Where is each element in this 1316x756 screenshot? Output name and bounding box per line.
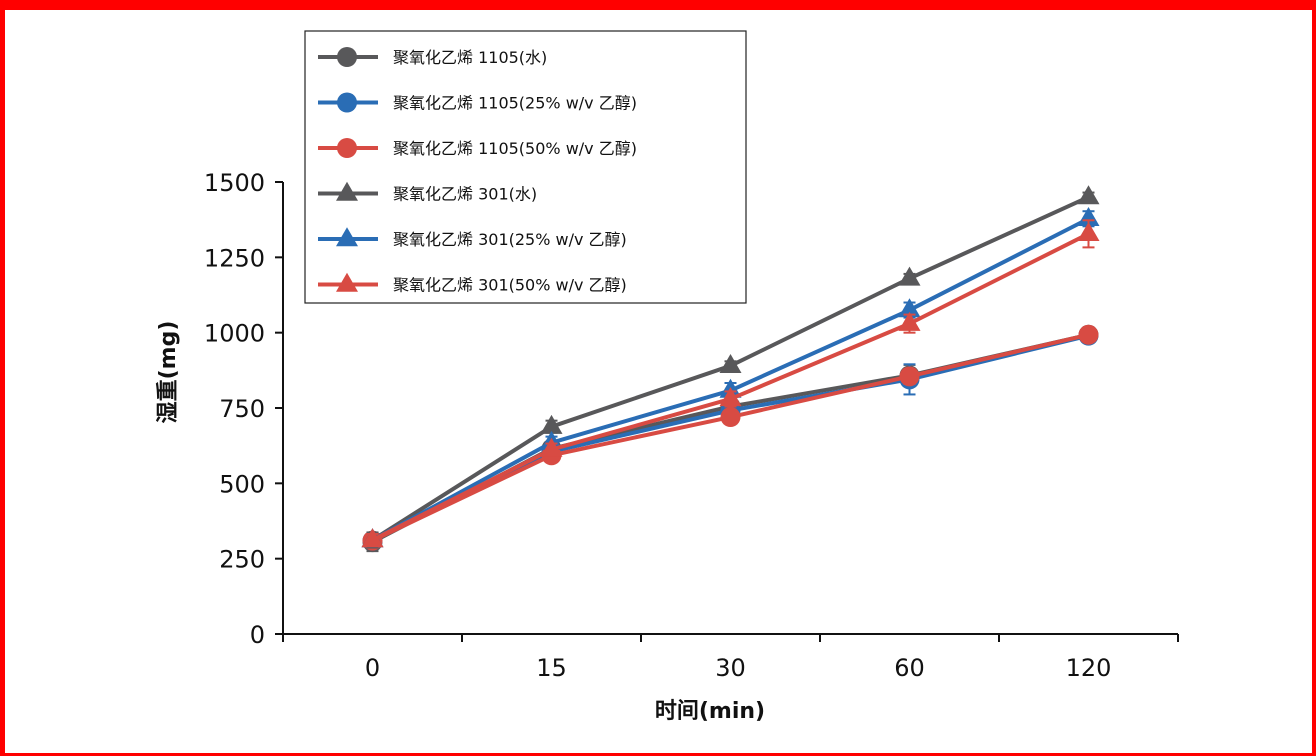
legend-marker (337, 47, 357, 67)
legend-marker (336, 272, 358, 292)
y-axis-title: 湿重(mg) (156, 321, 181, 424)
data-point (899, 366, 920, 387)
legend-item: 聚氧化乙烯 301(25% w/v 乙醇) (318, 227, 627, 249)
x-tick-label: 15 (536, 654, 567, 682)
data-point (540, 437, 563, 457)
y-tick-label: 1500 (204, 169, 265, 197)
legend-marker (336, 181, 358, 201)
data-point (898, 311, 921, 331)
legend-label: 聚氧化乙烯 1105(水) (393, 48, 547, 67)
x-tick-label: 0 (365, 654, 380, 682)
data-point (1077, 222, 1100, 242)
data-point (898, 298, 921, 318)
legend-label: 聚氧化乙烯 1105(50% w/v 乙醇) (393, 139, 637, 158)
x-axis-title: 时间(min) (655, 699, 765, 724)
x-tick-label: 60 (894, 654, 925, 682)
data-point (719, 387, 742, 407)
data-point (898, 266, 921, 286)
legend-marker (336, 227, 358, 247)
legend-marker (337, 138, 357, 158)
data-point (1077, 185, 1100, 205)
legend-box (304, 30, 747, 304)
series-layer (361, 185, 1100, 553)
legend-item: 聚氧化乙烯 1105(50% w/v 乙醇) (318, 138, 637, 158)
y-tick-label: 1250 (204, 244, 265, 272)
y-tick-label: 0 (250, 621, 265, 649)
legend-item: 聚氧化乙烯 301(50% w/v 乙醇) (318, 272, 627, 295)
x-tick-label: 120 (1066, 654, 1112, 682)
x-tick-label: 30 (715, 654, 746, 682)
legend-item: 聚氧化乙烯 1105(25% w/v 乙醇) (318, 92, 637, 113)
y-tick-label: 250 (219, 546, 265, 574)
data-point (540, 414, 563, 434)
legend-item: 聚氧化乙烯 301(水) (318, 181, 537, 204)
legend-item: 聚氧化乙烯 1105(水) (318, 47, 547, 67)
data-point (361, 528, 384, 548)
legend-label: 聚氧化乙烯 301(50% w/v 乙醇) (393, 276, 627, 295)
y-tick-label: 1000 (204, 320, 265, 348)
legend-label: 聚氧化乙烯 301(水) (393, 185, 537, 204)
legend-label: 聚氧化乙烯 1105(25% w/v 乙醇) (393, 94, 637, 113)
data-point (719, 354, 742, 374)
axes: 0 250 500 750 1000 1250 1500 0 15 30 60 120 (204, 169, 1179, 682)
data-point (720, 407, 741, 428)
legend-marker (337, 92, 357, 113)
y-tick-label: 750 (219, 395, 265, 423)
data-point (1078, 324, 1099, 345)
y-tick-label: 500 (219, 470, 265, 498)
legend: 聚氧化乙烯 1105(水) 聚氧化乙烯 1105(25% w/v 乙醇) 聚氧化乙烯… (304, 30, 747, 304)
legend-label: 聚氧化乙烯 301(25% w/v 乙醇) (393, 230, 627, 249)
series-6 (361, 219, 1100, 548)
